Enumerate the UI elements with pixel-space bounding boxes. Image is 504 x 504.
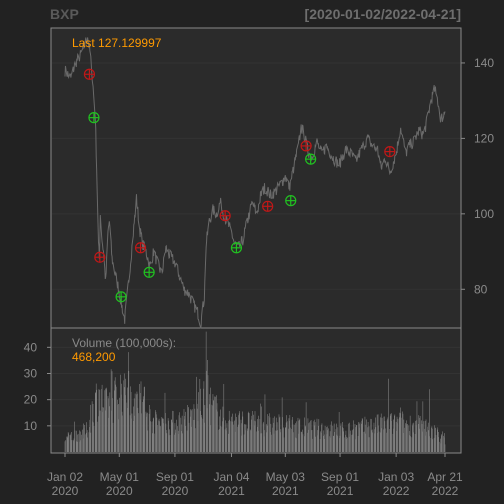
price-tick-label: 120 [474,131,494,145]
x-tick-label: Sep 01 [156,470,194,484]
x-tick-label: Apr 21 [427,470,463,484]
sell-marker [94,251,106,263]
chart-title: BXP [50,6,79,22]
price-gridlines [52,62,460,290]
x-tick-label: Jan 03 [378,470,414,484]
sell-marker [384,145,396,158]
x-tick-year-label: 2020 [162,484,189,498]
x-tick-year-label: 2021 [327,484,354,498]
buy-marker [305,153,317,165]
x-tick-label: May 01 [100,470,140,484]
sell-marker [262,200,274,212]
volume-tick-label: 20 [24,393,38,407]
volume-tick-label: 30 [24,366,38,380]
x-tick-year-label: 2020 [106,484,133,498]
volume-tick-label: 10 [24,419,38,433]
sell-marker [300,140,312,152]
last-price-label: Last 127.129997 [72,36,162,50]
price-tick-label: 140 [474,56,494,70]
buy-marker [88,112,100,124]
x-tick-label: Jan 02 [47,470,83,484]
sell-marker [83,68,96,80]
price-tick-label: 100 [474,207,494,221]
sell-marker [219,210,231,222]
sell-marker [134,242,147,254]
x-tick-label: Jan 04 [213,470,249,484]
price-line [64,37,446,329]
date-range-label: [2020-01-02/2022-04-21] [305,6,461,22]
x-tick-label: Sep 01 [321,470,359,484]
x-tick-year-label: 2021 [272,484,299,498]
buy-marker [115,291,127,303]
price-axis-ticks: 80 100 120 140 [461,56,494,296]
x-tick-year-label: 2021 [218,484,245,498]
volume-tick-label: 40 [24,340,38,354]
buy-marker [285,195,297,207]
volume-bars [64,331,446,452]
x-tick-label: May 03 [266,470,306,484]
buy-marker [230,242,243,254]
volume-gridlines [52,346,460,427]
buy-marker [143,266,155,278]
signal-markers [83,68,396,303]
price-tick-label: 80 [474,282,488,296]
volume-axis-label: Volume (100,000s): [72,336,176,350]
x-tick-year-label: 2022 [383,484,410,498]
x-tick-year-label: 2022 [432,484,459,498]
price-panel [50,27,462,329]
x-tick-year-label: 2020 [52,484,79,498]
volume-axis-ticks: 10 20 30 40 [24,340,51,433]
volume-value-label: 468,200 [72,350,116,364]
